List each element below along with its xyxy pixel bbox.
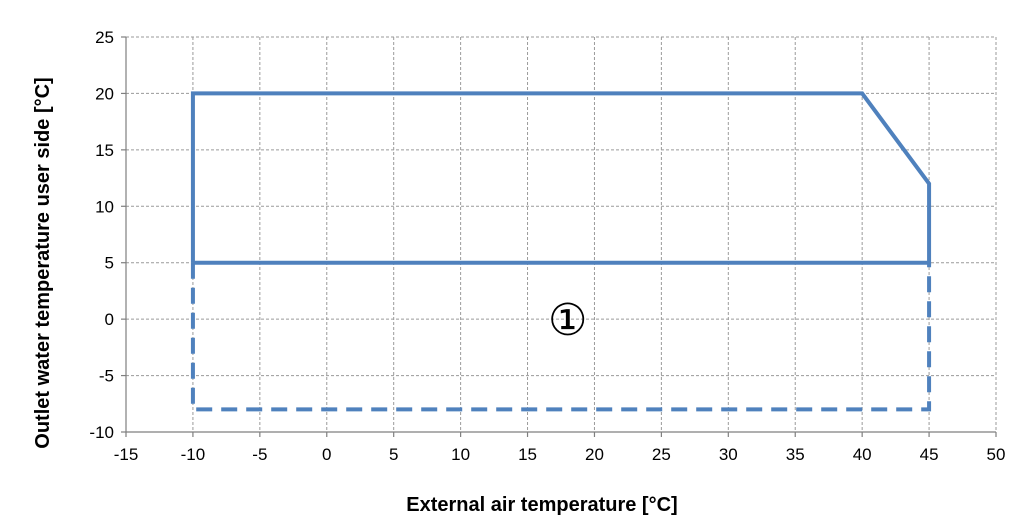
series-line-dashed: [190, 262, 932, 412]
x-axis-title: External air temperature [°C]: [406, 494, 677, 516]
x-tick-label: 15: [518, 445, 537, 464]
annotations: ①: [548, 295, 587, 346]
x-tick-label: 40: [853, 445, 872, 464]
x-tick-label: 50: [987, 445, 1006, 464]
x-tick-label: 20: [585, 445, 604, 464]
x-tick-label: 45: [920, 445, 939, 464]
series-line-solid: [190, 91, 932, 265]
x-tick-labels: -15 -10 -5 0 5 10 15 20 25 30 35 40 45 50: [114, 445, 1006, 464]
x-tick-label: -15: [114, 445, 139, 464]
y-tick-label: -5: [99, 367, 114, 386]
y-tick-label: 25: [95, 28, 114, 47]
x-tick-label: -10: [181, 445, 206, 464]
x-tick-label: 30: [719, 445, 738, 464]
x-tick-label: 25: [652, 445, 671, 464]
y-tick-label: 10: [95, 197, 114, 216]
plot-frame: [121, 36, 997, 437]
y-tick-label: 20: [95, 84, 114, 103]
y-tick-labels: -10 -5 0 5 10 15 20 25: [89, 28, 114, 442]
y-tick-label: 5: [105, 254, 114, 273]
y-tick-label: -10: [89, 423, 114, 442]
x-tick-label: 5: [389, 445, 398, 464]
x-tick-label: 10: [451, 445, 470, 464]
y-tick-label: 15: [95, 141, 114, 160]
x-tick-label: -5: [252, 445, 267, 464]
y-axis-title: Outlet water temperature user side [°C]: [32, 77, 54, 448]
annotation-label: ①: [548, 295, 587, 346]
x-tick-label: 35: [786, 445, 805, 464]
y-tick-label: 0: [105, 310, 114, 329]
x-tick-label: 0: [322, 445, 331, 464]
series-lines: [190, 91, 932, 412]
